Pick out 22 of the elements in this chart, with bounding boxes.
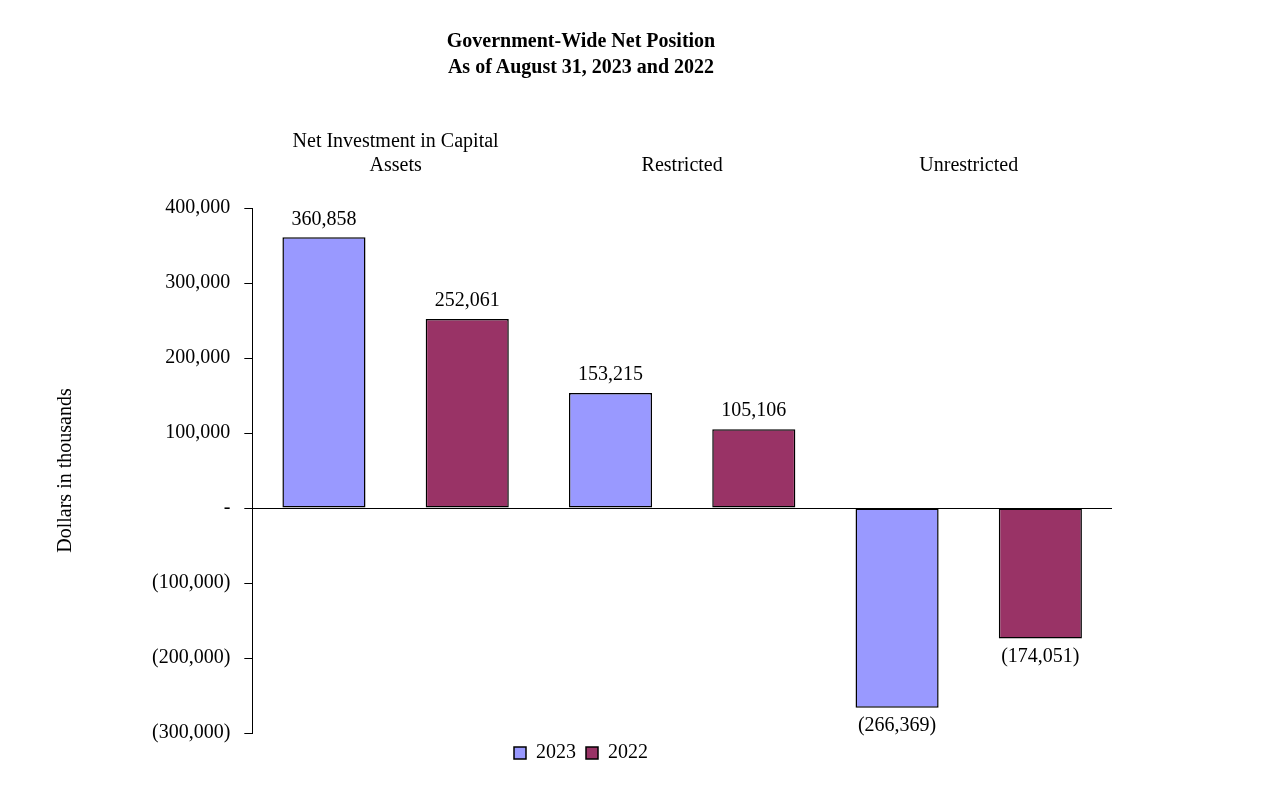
y-tick-label: (300,000) xyxy=(151,720,231,744)
legend-label: 2023 xyxy=(536,740,576,763)
x-tick-label: Net Investment in Capital Assets xyxy=(292,129,500,176)
legend-label: 2022 xyxy=(608,740,648,763)
y-tick-label: (100,000) xyxy=(151,570,231,594)
y-axis-title: Dollars in thousands xyxy=(53,388,76,553)
data-label: 360,858 xyxy=(291,206,357,229)
chart-subtitle: As of August 31, 2023 and 2022 xyxy=(447,55,715,79)
chart-title: Government-Wide Net Position xyxy=(446,29,716,52)
y-tick-label: 400,000 xyxy=(165,195,231,218)
data-label: 252,061 xyxy=(434,288,500,311)
y-tick-label: 200,000 xyxy=(165,345,231,368)
y-tick-label: 100,000 xyxy=(165,420,231,443)
y-tick-label: 300,000 xyxy=(165,270,231,293)
data-label: 153,215 xyxy=(578,362,644,385)
y-tick-label: (200,000) xyxy=(151,645,231,669)
data-label: (266,369) xyxy=(857,713,937,737)
data-label: (174,051) xyxy=(1001,643,1080,667)
x-tick-label: Unrestricted xyxy=(919,153,1019,176)
y-tick-label: - xyxy=(223,495,231,518)
data-label: 105,106 xyxy=(721,398,787,421)
x-tick-label: Restricted xyxy=(641,153,723,176)
